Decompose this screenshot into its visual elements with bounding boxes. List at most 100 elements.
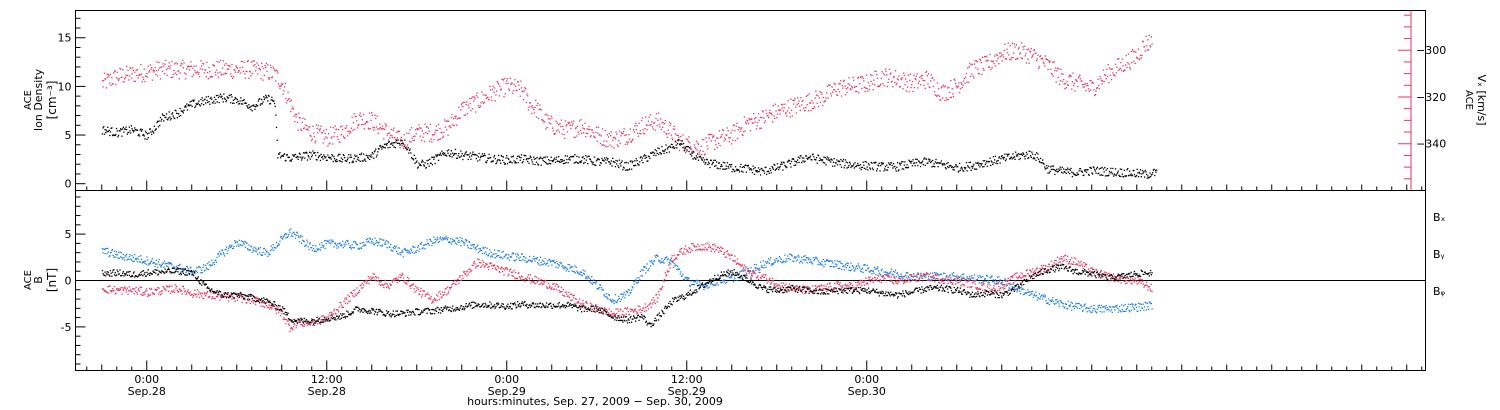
velocity-series-point	[525, 88, 527, 90]
by-series-point	[649, 260, 651, 262]
velocity-series-point	[1105, 78, 1107, 80]
velocity-series-point	[253, 60, 255, 62]
density-series-point	[622, 169, 624, 171]
density-series-point	[371, 152, 373, 154]
velocity-series-point	[967, 81, 970, 84]
velocity-series-point	[695, 140, 698, 142]
density-series-point	[272, 100, 274, 102]
velocity-series-point	[137, 77, 139, 79]
by-series-point	[306, 239, 308, 241]
velocity-series-point	[946, 87, 949, 89]
density-series-point	[257, 100, 259, 102]
velocity-series-point	[238, 70, 240, 72]
by-series-point	[659, 260, 661, 262]
velocity-series-point	[656, 125, 658, 127]
density-series-point	[336, 159, 338, 161]
velocity-series-point	[163, 73, 166, 75]
density-series-point	[984, 163, 986, 166]
density-series-point	[236, 101, 238, 104]
density-series-point	[898, 162, 901, 164]
by-series-point	[250, 246, 253, 248]
bz-series-point	[200, 292, 202, 294]
density-series-point	[510, 156, 513, 158]
density-series-point	[397, 139, 399, 141]
density-series-point	[302, 152, 305, 154]
velocity-series-point	[587, 132, 589, 135]
density-series-point	[1080, 170, 1082, 172]
density-series-point	[654, 149, 656, 151]
by-series-point	[251, 251, 253, 253]
velocity-series-point	[467, 104, 469, 106]
velocity-series-point	[651, 126, 654, 128]
density-series-point	[309, 158, 311, 160]
velocity-series-point	[186, 68, 188, 70]
by-series-point	[534, 260, 536, 262]
velocity-series-point	[476, 92, 478, 94]
velocity-series-point	[637, 135, 639, 137]
bz-series-point	[151, 288, 153, 290]
by-series-point	[785, 258, 787, 260]
by-series-point	[111, 249, 113, 252]
velocity-series-point	[661, 122, 663, 124]
velocity-series-point	[179, 72, 181, 74]
density-series-point	[942, 163, 945, 165]
by-series-point	[889, 272, 891, 274]
velocity-series-point	[221, 73, 223, 75]
by-series-point	[1099, 310, 1101, 313]
density-series-point	[280, 155, 282, 157]
density-series-point	[1121, 173, 1123, 175]
by-series-point	[886, 271, 889, 274]
velocity-series-point	[218, 61, 220, 63]
by-series-point	[259, 252, 261, 254]
by-series-point	[636, 277, 638, 279]
velocity-series-point	[481, 91, 483, 93]
velocity-series-point	[588, 125, 590, 128]
by-series-point	[1054, 303, 1056, 305]
by-series-point	[1123, 305, 1125, 307]
density-series-point	[111, 134, 114, 137]
density-series-point	[105, 131, 107, 134]
velocity-series-point	[952, 95, 955, 98]
density-series-point	[784, 165, 787, 167]
velocity-series-point	[831, 86, 833, 88]
by-series-point	[537, 261, 539, 264]
by-series-point	[433, 236, 435, 238]
density-series-point	[129, 130, 131, 132]
by-series-point	[139, 261, 141, 263]
velocity-series-point	[1025, 62, 1028, 64]
density-series-point	[957, 171, 959, 173]
by-series-point	[676, 268, 678, 271]
by-series-point	[902, 278, 904, 280]
velocity-series-point	[572, 123, 574, 125]
velocity-series-point	[168, 62, 170, 64]
by-series-point	[319, 243, 321, 246]
by-series-point	[244, 240, 246, 243]
density-series-point	[972, 165, 974, 167]
by-series-point	[182, 267, 184, 270]
by-series-point	[167, 261, 170, 264]
velocity-series-point	[1092, 82, 1094, 85]
density-series-point	[676, 147, 678, 149]
velocity-series-point	[1092, 81, 1094, 84]
density-series-point	[547, 163, 549, 165]
density-series-point	[346, 158, 349, 161]
density-series-point	[695, 158, 697, 160]
by-series-point	[969, 275, 971, 277]
velocity-series-point	[274, 70, 276, 72]
density-series-point	[488, 153, 490, 156]
by-series-point	[140, 258, 143, 260]
density-series-point	[783, 162, 785, 164]
by-series-point	[1135, 303, 1137, 305]
by-series-point	[256, 248, 258, 251]
density-series-point	[412, 159, 415, 161]
by-series-point	[106, 253, 108, 255]
by-series-point	[155, 263, 157, 265]
density-series-point	[834, 165, 836, 167]
density-series-point	[548, 162, 550, 165]
density-series-point	[891, 164, 893, 167]
density-series-point	[786, 166, 788, 168]
velocity-series-point	[483, 102, 485, 105]
velocity-series-point	[207, 71, 209, 74]
by-series-point	[585, 277, 587, 279]
